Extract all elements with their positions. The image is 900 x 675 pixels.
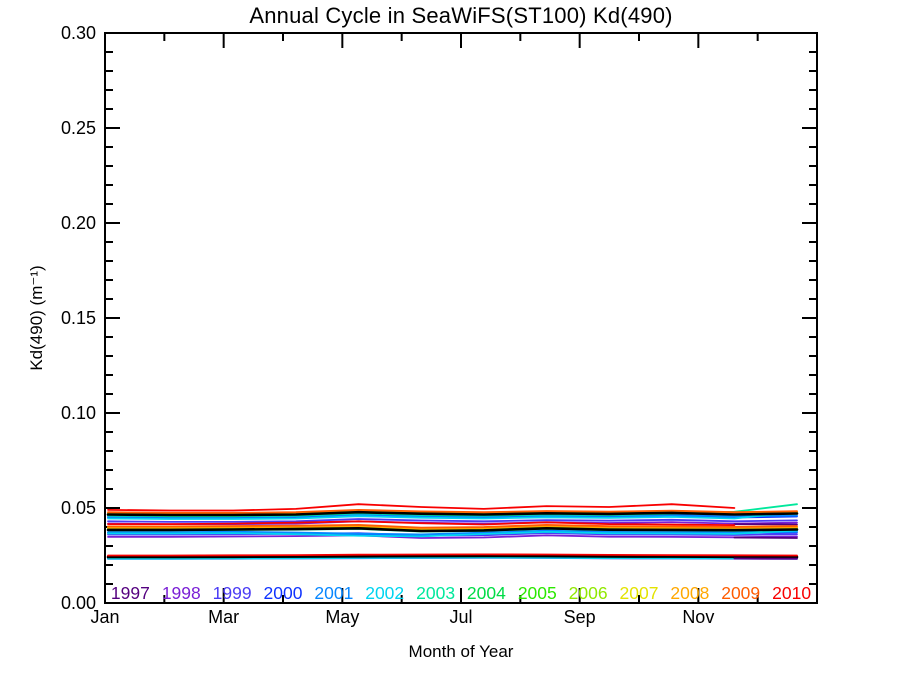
legend-year-2007: 2007	[620, 583, 659, 603]
series-line-2009-middle	[107, 524, 798, 529]
series-line-1997-middle	[733, 536, 798, 539]
x-tick-label: Jul	[449, 607, 472, 627]
data-series	[106, 503, 799, 560]
x-tick-label: May	[325, 607, 359, 627]
x-axis-label: Month of Year	[408, 642, 514, 661]
series-line-1999-upper	[107, 518, 798, 523]
series-line-2002-lower	[107, 556, 798, 560]
series-line-2008-middle	[107, 525, 798, 530]
legend-year-1997: 1997	[111, 583, 150, 603]
series-line-2002-middle	[107, 529, 798, 538]
y-tick-label: 0.20	[61, 213, 96, 233]
series-line-2010-lower	[107, 553, 798, 557]
series-line-1998-middle	[107, 534, 798, 539]
legend-year-2010: 2010	[772, 583, 811, 603]
legend-year-2001: 2001	[314, 583, 353, 603]
y-tick-label: 0.05	[61, 498, 96, 518]
series-line-2009-upper	[107, 508, 798, 514]
y-tick-label: 0.25	[61, 118, 96, 138]
x-tick-label: Jan	[90, 607, 119, 627]
legend-year-2004: 2004	[467, 583, 506, 603]
legend-year-2009: 2009	[721, 583, 760, 603]
series-line-2010-upper	[107, 503, 736, 512]
year-legend: 1997 1998 1999 2000 2001 2002 2003 2004 2005 2006…	[111, 583, 811, 603]
series-line-mean-middle	[106, 526, 799, 533]
x-tick-label: Sep	[564, 607, 596, 627]
y-tick-label: 0.10	[61, 403, 96, 423]
axis-ticks	[104, 32, 817, 604]
series-line-2000-upper	[107, 514, 798, 519]
legend-year-2005: 2005	[518, 583, 557, 603]
x-tick-label: Mar	[208, 607, 239, 627]
chart-title: Annual Cycle in SeaWiFS(ST100) Kd(490)	[249, 3, 673, 28]
legend-year-2006: 2006	[569, 583, 608, 603]
tick-labels: 0.00 0.05 0.10 0.15 0.20 0.25 0.30 Jan Mar May Jul…	[61, 23, 714, 627]
series-line-2001-middle	[107, 529, 798, 536]
legend-year-1999: 1999	[213, 583, 252, 603]
y-tick-label: 0.15	[61, 308, 96, 328]
x-tick-label: Nov	[682, 607, 714, 627]
series-line-2002-upper	[107, 510, 798, 520]
legend-year-1998: 1998	[162, 583, 201, 603]
legend-year-2002: 2002	[365, 583, 404, 603]
series-line-2010-middle	[107, 520, 736, 526]
legend-year-2008: 2008	[670, 583, 709, 603]
series-line-mean-lower	[106, 554, 799, 559]
series-line-mean-upper	[106, 510, 799, 517]
legend-year-2003: 2003	[416, 583, 455, 603]
y-axis-label: Kd(490) (m⁻¹)	[27, 265, 46, 371]
y-tick-label: 0.30	[61, 23, 96, 43]
legend-year-2000: 2000	[264, 583, 303, 603]
y-tick-label: 0.00	[61, 593, 96, 613]
